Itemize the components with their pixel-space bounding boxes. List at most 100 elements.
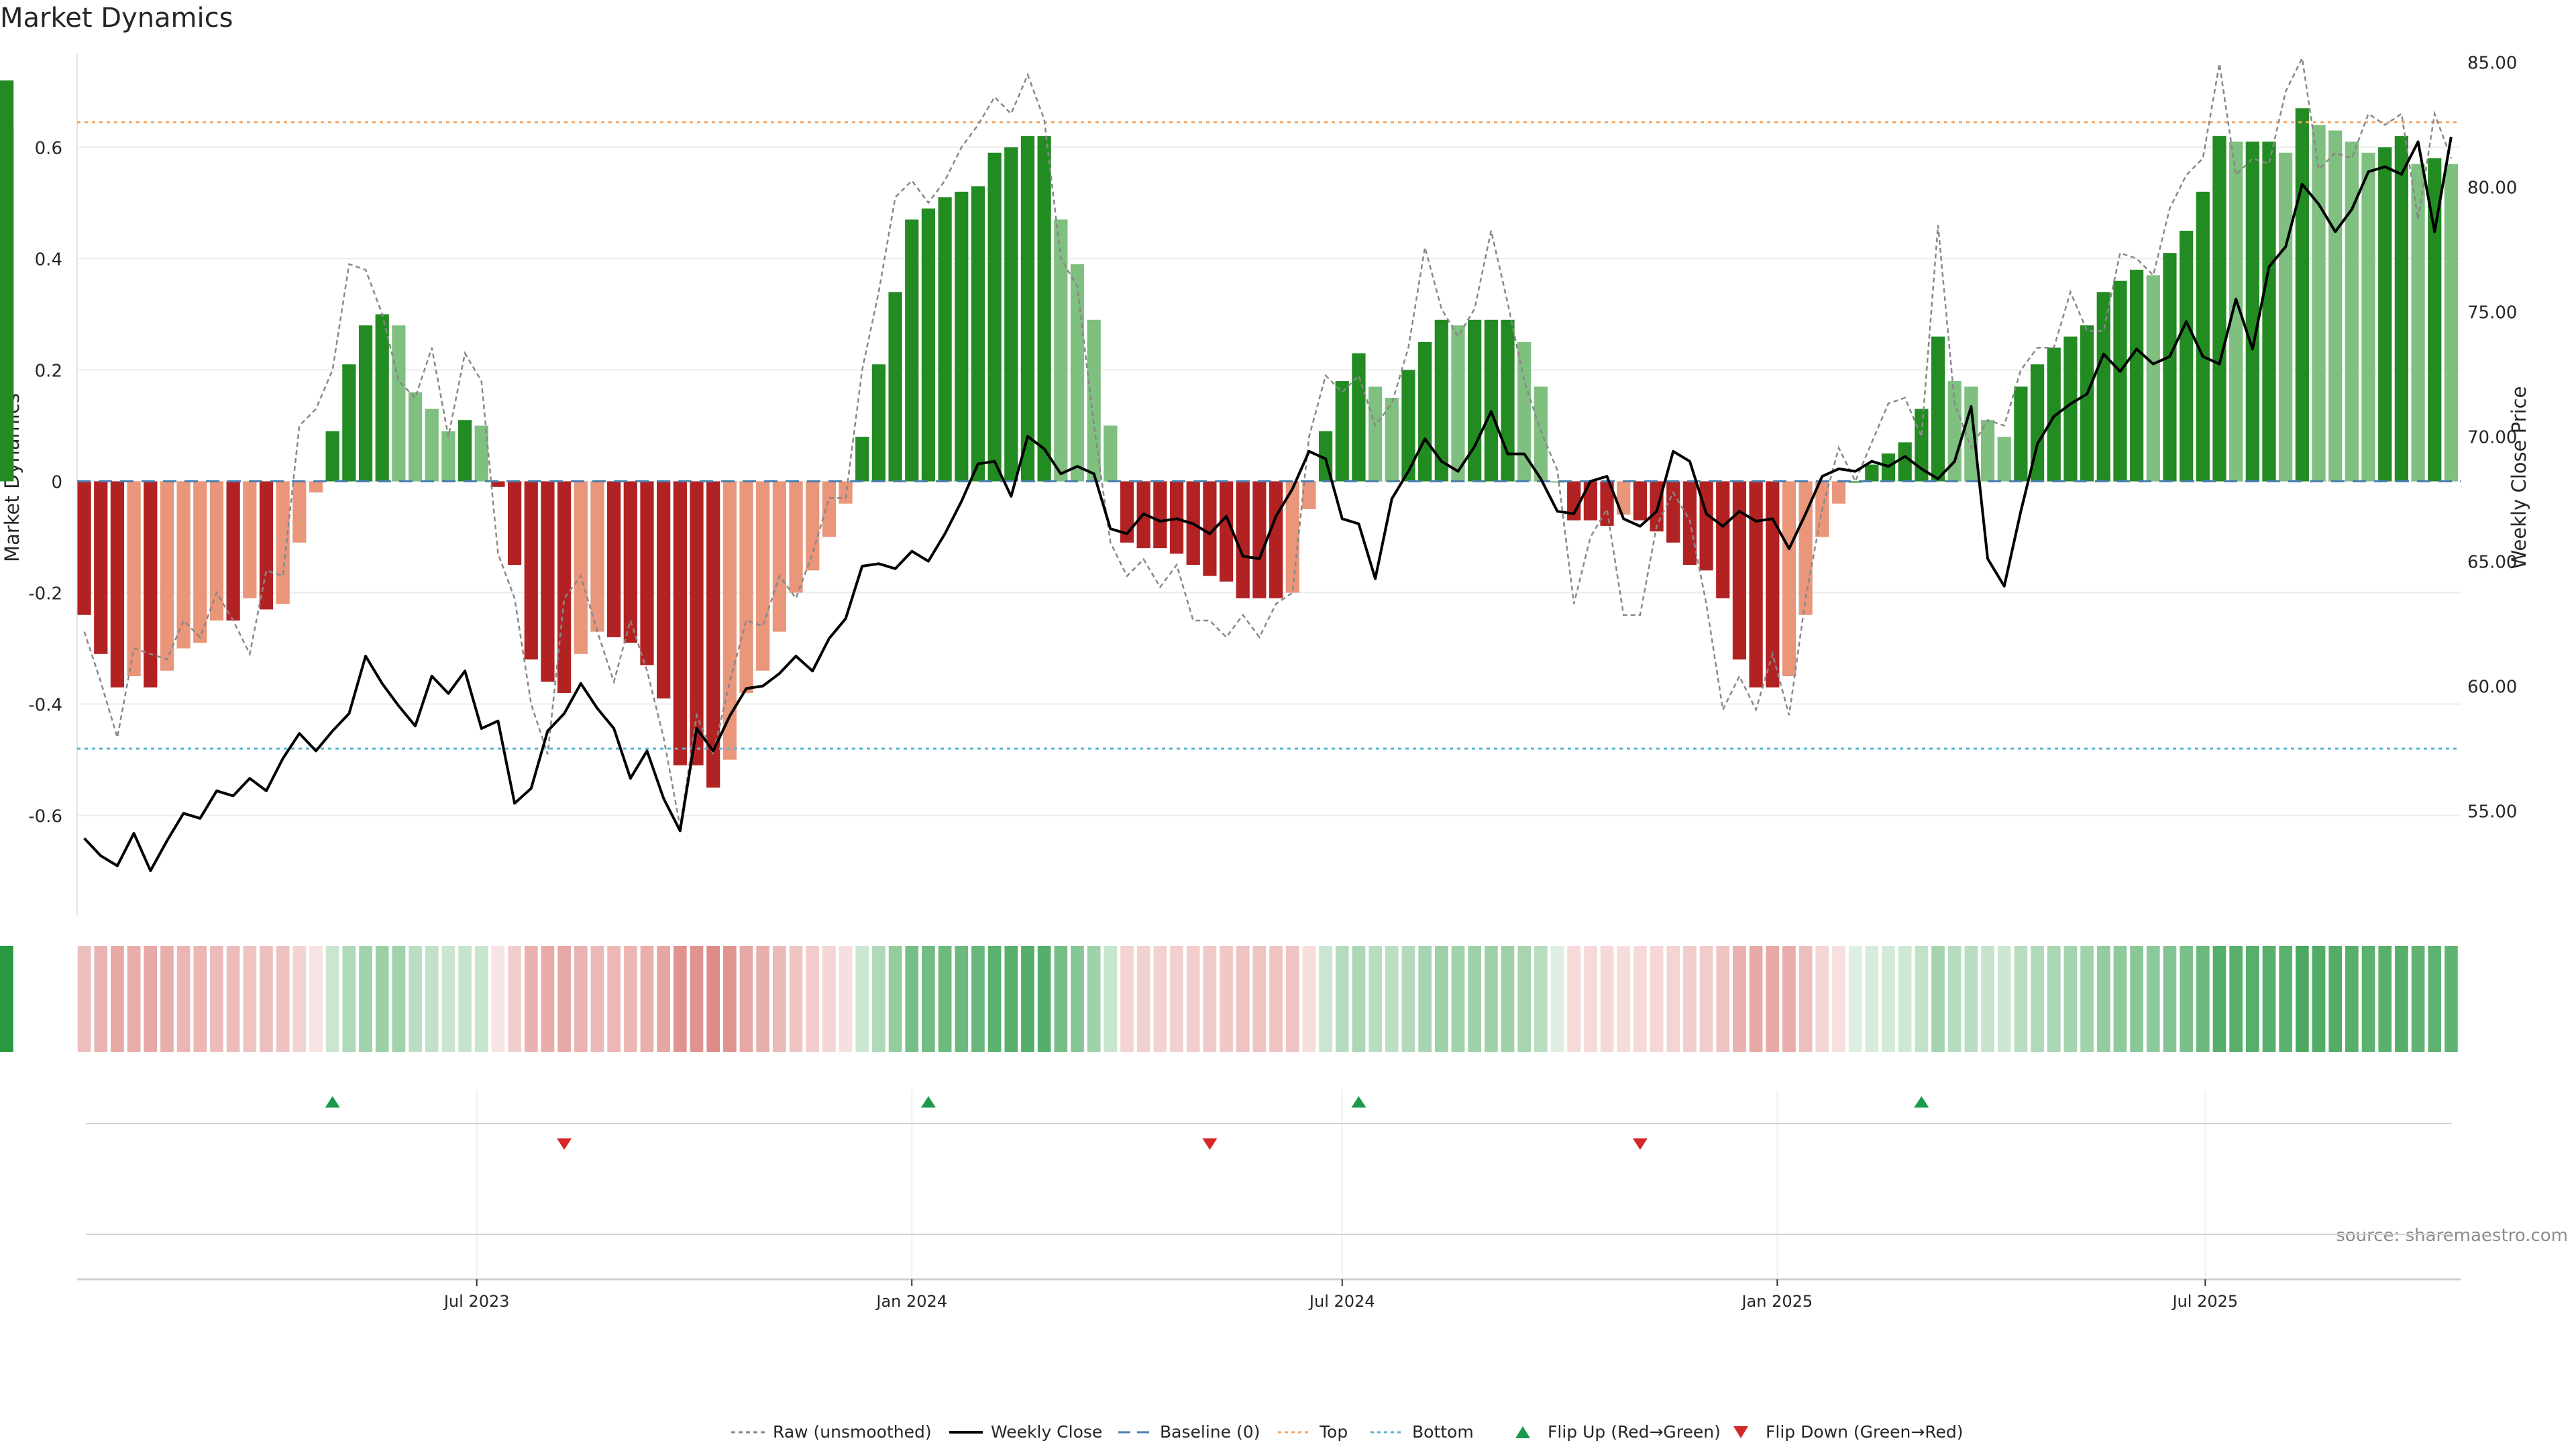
dynamics-bar	[2444, 164, 2459, 482]
y-right-tick-label: 80.00	[2467, 178, 2517, 198]
heat-cell	[1269, 946, 1283, 1052]
dynamics-bar	[0, 80, 14, 482]
dynamics-bar	[905, 219, 919, 482]
dynamics-bar	[1269, 481, 1283, 598]
dynamics-bar	[243, 481, 257, 598]
heat-cell	[574, 946, 588, 1052]
heat-cell	[127, 946, 141, 1052]
legend-item-baseline: Baseline (0)	[1118, 1422, 1260, 1442]
flip-down-marker	[1632, 1138, 1648, 1150]
legend-label: Bottom	[1412, 1422, 1474, 1442]
heat-cell	[822, 946, 836, 1052]
heat-cell	[1186, 946, 1200, 1052]
heat-cell	[77, 946, 91, 1052]
legend-label: Baseline (0)	[1160, 1422, 1260, 1442]
heat-cell	[1947, 946, 1962, 1052]
y-right-tick-label: 70.00	[2467, 428, 2517, 448]
dynamics-bar	[2245, 142, 2259, 482]
dynamics-bar	[1219, 481, 1234, 582]
heat-cell	[1882, 946, 1895, 1052]
heat-cell	[690, 946, 704, 1052]
raw-series-line	[83, 55, 2453, 827]
dynamics-bar	[1782, 481, 1796, 677]
heat-cell	[557, 946, 571, 1052]
heat-cell	[922, 946, 935, 1052]
heat-cell	[987, 946, 1002, 1052]
heat-cell	[623, 946, 637, 1052]
dynamics-bar	[971, 186, 985, 482]
heat-cell	[409, 946, 422, 1052]
chart-title: Market Dynamics	[0, 3, 233, 34]
heat-cell	[2395, 946, 2408, 1052]
dynamics-bar	[1120, 481, 1134, 543]
heat-cell	[2229, 946, 2243, 1052]
dynamics-bar	[839, 481, 853, 504]
grid-layer	[76, 54, 2461, 916]
heat-cell	[276, 946, 290, 1052]
heat-cell	[2196, 946, 2210, 1052]
heat-cell	[193, 946, 207, 1052]
heat-cell	[176, 946, 191, 1052]
y-left-tick-label: -0.6	[28, 807, 62, 827]
heat-cell	[2296, 946, 2309, 1052]
heat-cell	[1385, 946, 1399, 1052]
dynamics-bar	[144, 481, 158, 688]
heat-cell	[425, 946, 439, 1052]
dynamics-bar	[2312, 125, 2326, 482]
heat-cell	[2328, 946, 2343, 1052]
dynamics-bar	[1898, 442, 1912, 482]
dynamics-bar	[590, 481, 604, 632]
heat-cell	[640, 946, 654, 1052]
heat-cell	[144, 946, 158, 1052]
dynamics-bar	[2411, 164, 2425, 482]
flip-down-marker	[557, 1138, 572, 1150]
heat-cell	[789, 946, 803, 1052]
dynamics-bar	[1633, 481, 1648, 521]
dynamics-bar	[557, 481, 572, 693]
heat-cell	[1120, 946, 1134, 1052]
heat-cell	[474, 946, 488, 1052]
legend-label: Top	[1319, 1422, 1348, 1442]
dynamics-bar	[1252, 481, 1267, 598]
legend-swatch	[1515, 1426, 1530, 1438]
dynamics-bar	[1749, 481, 1763, 688]
dynamics-bar	[276, 481, 290, 604]
dynamics-bar	[1617, 481, 1631, 515]
heat-cell	[1302, 946, 1316, 1052]
legend: Raw (unsmoothed) Weekly Close Baseline (0)…	[731, 1422, 1964, 1442]
heat-cell	[1733, 946, 1746, 1052]
legend-item-bottom: Bottom	[1371, 1422, 1474, 1442]
heat-cell	[1170, 946, 1183, 1052]
heat-cell	[541, 946, 555, 1052]
dynamics-bar	[2014, 386, 2028, 482]
heat-cell	[2428, 946, 2442, 1052]
y-left-tick-label: 0.4	[35, 250, 62, 270]
dynamics-bar	[1236, 481, 1250, 598]
heat-cell	[756, 946, 770, 1052]
heat-cell	[1567, 946, 1581, 1052]
heat-cell	[657, 946, 670, 1052]
heat-cell	[1501, 946, 1515, 1052]
heat-cell	[673, 946, 687, 1052]
dynamics-bar	[2047, 347, 2061, 482]
legend-item-flip_up: Flip Up (Red→Green)	[1515, 1422, 1721, 1442]
heat-cell	[342, 946, 356, 1052]
heat-cell	[1832, 946, 1845, 1052]
heat-cell	[1699, 946, 1713, 1052]
heat-cell	[392, 946, 406, 1052]
dynamics-bar	[1997, 437, 2011, 482]
dynamics-bar	[94, 481, 108, 654]
dynamics-bar	[474, 425, 488, 482]
heat-cell	[1683, 946, 1697, 1052]
flip-up-marker	[1351, 1096, 1366, 1108]
heat-cell	[1964, 946, 1978, 1052]
dynamics-bar	[772, 481, 786, 632]
dynamics-bar	[1501, 319, 1515, 482]
heat-cell	[0, 946, 13, 1052]
heat-cell	[524, 946, 538, 1052]
dynamics-bar	[2262, 142, 2276, 482]
dynamics-bar	[425, 409, 439, 482]
y-right-tick-label: 65.00	[2467, 553, 2517, 573]
heat-cell	[1401, 946, 1415, 1052]
